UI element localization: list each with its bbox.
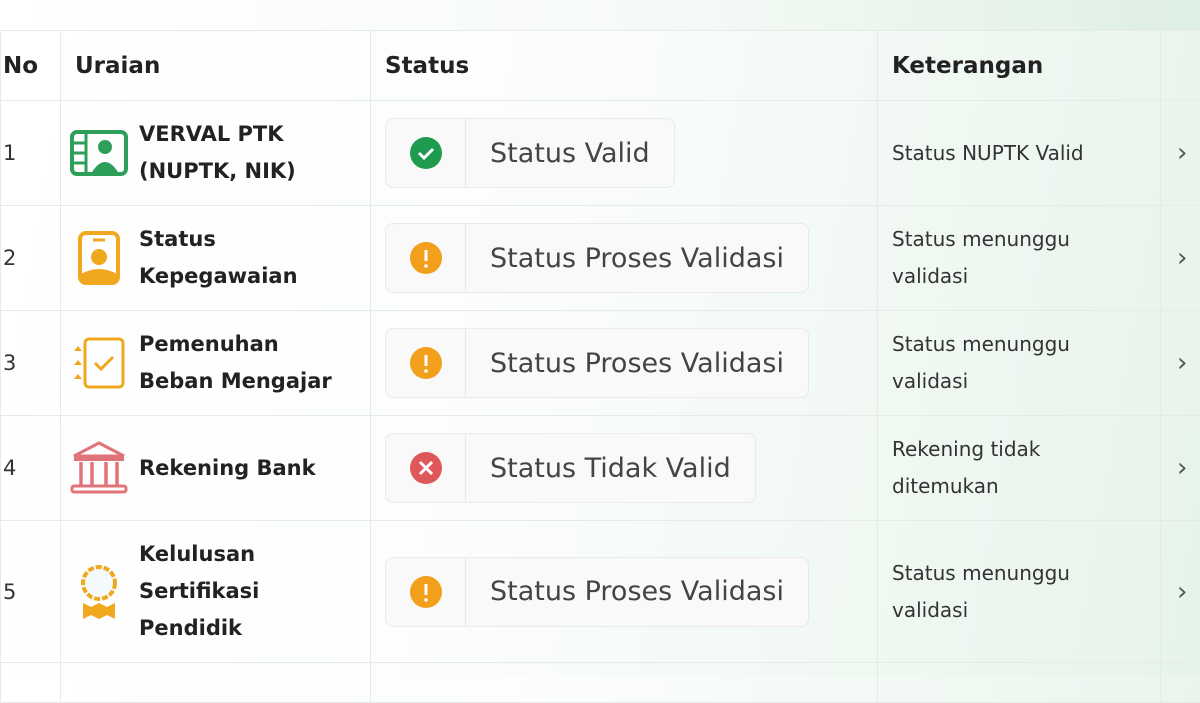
status-badge: Status Proses Validasi [385, 328, 809, 398]
x-circle-icon [386, 434, 466, 502]
status-text: Status Proses Validasi [466, 558, 808, 626]
header-action [1161, 31, 1200, 101]
uraian-cell: Pemenuhan Beban Mengajar [61, 311, 371, 416]
status-text: Status Proses Validasi [466, 224, 808, 292]
status-cell: Status Tidak Valid [371, 416, 878, 521]
status-text: Status Valid [466, 119, 674, 187]
uraian-cell: VERVAL PTK (NUPTK, NIK) [61, 101, 371, 206]
row-number: 4 [1, 416, 61, 521]
uraian-label: Kelulusan Sertifikasi Pendidik [139, 536, 349, 647]
checklist-icon [69, 333, 129, 393]
status-badge: Status Proses Validasi [385, 223, 809, 293]
chevron-right-icon[interactable]: › [1161, 101, 1200, 206]
status-badge: Status Tidak Valid [385, 433, 756, 503]
exclamation-circle-icon [386, 224, 466, 292]
status-badge: Status Proses Validasi [385, 557, 809, 627]
row-number: 1 [1, 101, 61, 206]
keterangan-text: Status menunggu validasi [878, 206, 1161, 311]
header-uraian: Uraian [61, 31, 371, 101]
award-icon [69, 562, 129, 622]
badge-icon [69, 228, 129, 288]
page-header-gradient [0, 0, 1200, 30]
status-cell: Status Proses Validasi [371, 311, 878, 416]
keterangan-text: Status menunggu validasi [878, 311, 1161, 416]
keterangan-text: Status NUPTK Valid [878, 101, 1161, 206]
bank-icon [69, 438, 129, 498]
uraian-label: Rekening Bank [139, 450, 316, 487]
table-row[interactable]: 2 Status Kepegawaian Status Proses Valid… [1, 206, 1200, 311]
table-row[interactable]: 4 Rekening Bank Status Tidak Valid Reken… [1, 416, 1200, 521]
row-number: 2 [1, 206, 61, 311]
check-circle-icon [386, 119, 466, 187]
chevron-right-icon[interactable]: › [1161, 521, 1200, 663]
table-row[interactable]: 5 Kelulusan Sertifikasi Pendidik Status … [1, 521, 1200, 663]
status-badge: Status Valid [385, 118, 675, 188]
row-number: 3 [1, 311, 61, 416]
header-keterangan: Keterangan [878, 31, 1161, 101]
header-no: No [1, 31, 61, 101]
uraian-cell: Kelulusan Sertifikasi Pendidik [61, 521, 371, 663]
uraian-cell: Status Kepegawaian [61, 206, 371, 311]
table-header-row: No Uraian Status Keterangan [1, 31, 1200, 101]
uraian-label: Pemenuhan Beban Mengajar [139, 326, 349, 400]
uraian-label: VERVAL PTK (NUPTK, NIK) [139, 116, 309, 190]
chevron-right-icon[interactable]: › [1161, 311, 1200, 416]
keterangan-text: Rekening tidak ditemukan [878, 416, 1161, 521]
id-card-icon [69, 123, 129, 183]
row-number: 5 [1, 521, 61, 663]
status-cell: Status Valid [371, 101, 878, 206]
status-text: Status Proses Validasi [466, 329, 808, 397]
uraian-cell: Rekening Bank [61, 416, 371, 521]
exclamation-circle-icon [386, 558, 466, 626]
exclamation-circle-icon [386, 329, 466, 397]
table-row[interactable]: 1 VERVAL PTK (NUPTK, NIK) Status Valid S… [1, 101, 1200, 206]
header-status: Status [371, 31, 878, 101]
status-cell: Status Proses Validasi [371, 206, 878, 311]
keterangan-text: Status menunggu validasi [878, 521, 1161, 663]
status-text: Status Tidak Valid [466, 434, 755, 502]
table-row [1, 663, 1200, 703]
chevron-right-icon[interactable]: › [1161, 416, 1200, 521]
chevron-right-icon[interactable]: › [1161, 206, 1200, 311]
verification-table: No Uraian Status Keterangan 1 VERVAL PTK… [0, 30, 1200, 703]
uraian-label: Status Kepegawaian [139, 221, 349, 295]
table-row[interactable]: 3 Pemenuhan Beban Mengajar Status Proses… [1, 311, 1200, 416]
status-cell: Status Proses Validasi [371, 521, 878, 663]
